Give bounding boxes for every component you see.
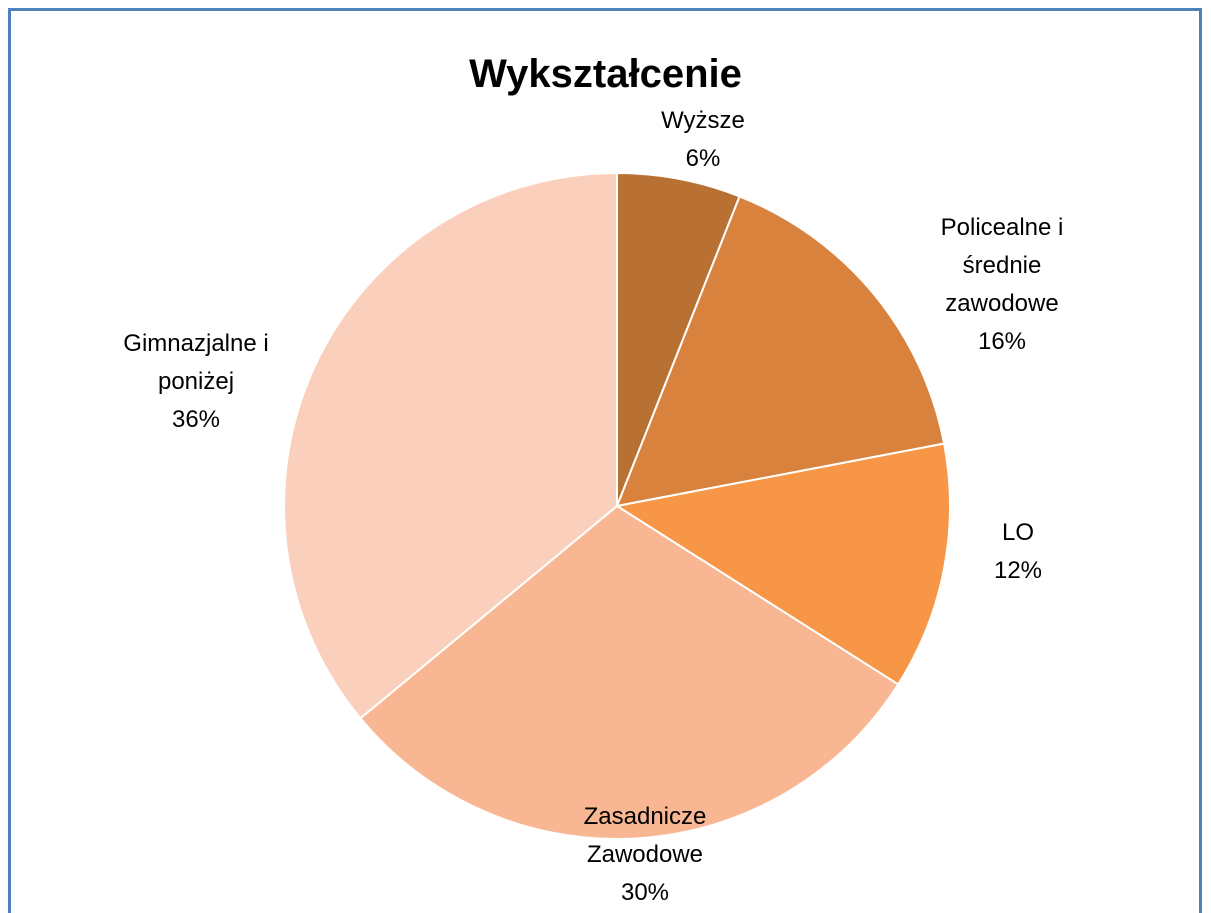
category-label: LO [1001,519,1034,546]
data-label: Gimnazjalne i poniżej 36% [106,325,286,439]
value-label: 6% [685,145,721,172]
data-label: Policealne i średnie zawodowe 16% [922,209,1082,361]
pie-slice [616,171,741,507]
chart-frame [8,8,1202,913]
category-label: Zasadnicze Zawodowe [583,803,707,868]
pie-slice [615,195,946,508]
value-label: 12% [993,557,1043,584]
category-label: Gimnazjalne i poniżej [123,330,269,395]
category-label: Wyższe [661,107,745,134]
pie-slice [359,504,900,840]
data-label: Zasadnicze Zawodowe 30% [565,798,725,912]
value-label: 36% [171,406,221,433]
category-label: Policealne i średnie zawodowe [940,214,1064,317]
pie-slice [283,171,618,720]
value-label: 16% [977,328,1027,355]
pie-slice [614,442,951,686]
value-label: 30% [620,879,670,906]
data-label: Wyższe 6% [643,102,763,178]
chart-title: Wykształcenie [469,52,742,96]
data-label: LO 12% [958,514,1078,590]
